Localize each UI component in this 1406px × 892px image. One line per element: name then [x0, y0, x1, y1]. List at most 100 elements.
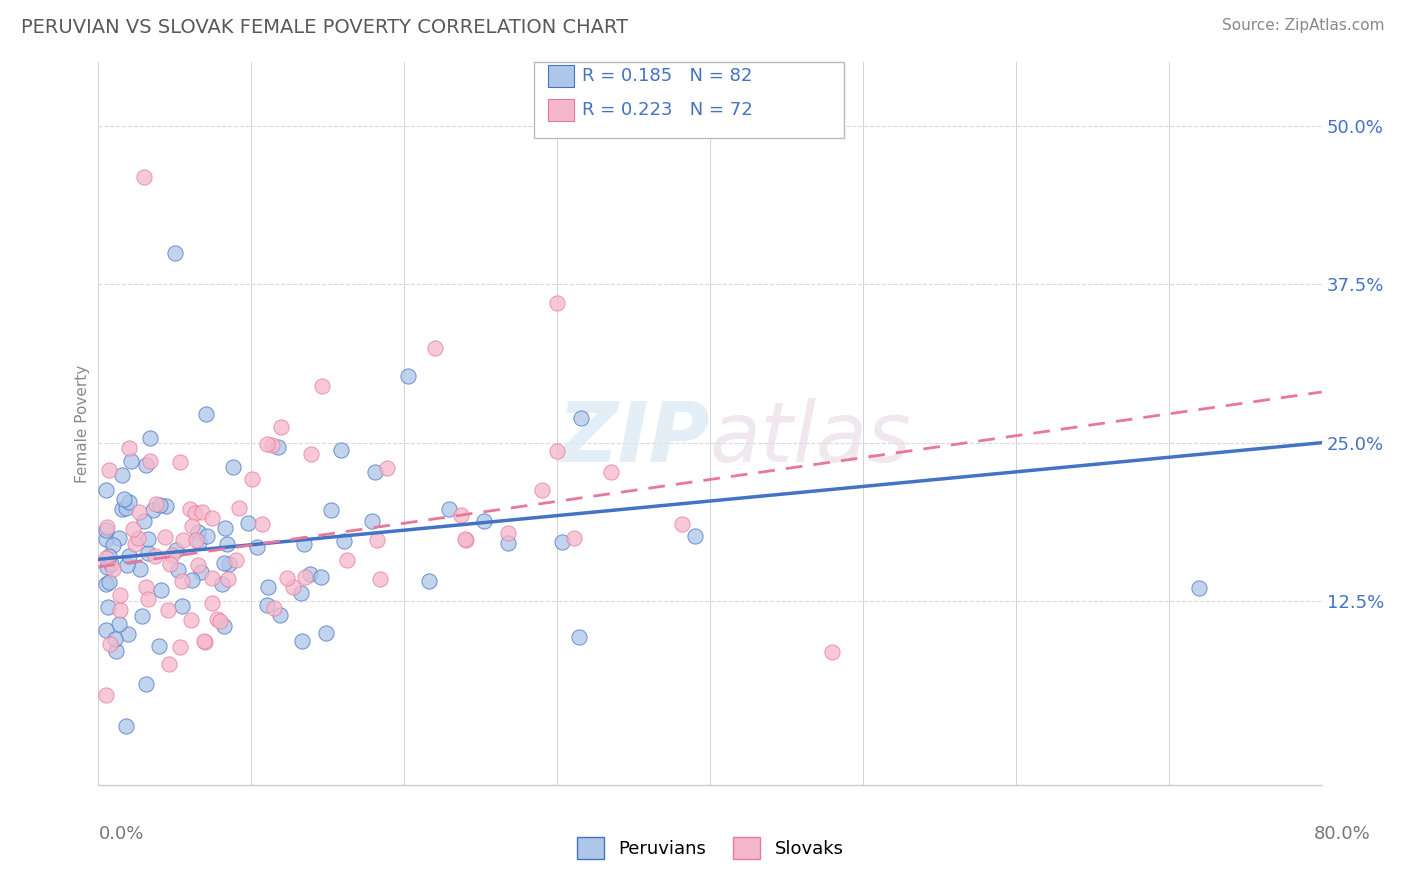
Point [155, 500, 177, 514]
Point [551, 534, 574, 549]
Point [236, 516, 259, 530]
Point [454, 532, 477, 546]
Point [194, 634, 217, 648]
Point [319, 503, 342, 517]
Point [115, 558, 138, 572]
Point [333, 533, 356, 548]
Point [531, 483, 554, 497]
Point [104, 632, 127, 647]
Point [311, 378, 333, 392]
Point [96, 519, 118, 533]
Point [167, 563, 190, 577]
Point [97, 599, 120, 614]
Point [172, 533, 194, 548]
Point [250, 516, 273, 531]
Point [118, 495, 141, 509]
Point [150, 582, 173, 597]
Point [201, 571, 224, 585]
Point [169, 640, 191, 655]
Point [120, 453, 142, 467]
Point [132, 515, 155, 529]
Point [276, 571, 298, 585]
Point [160, 548, 183, 562]
Point [187, 558, 209, 572]
Text: atlas: atlas [710, 398, 911, 479]
Y-axis label: Female Poverty: Female Poverty [75, 365, 90, 483]
Point [200, 511, 222, 525]
Text: R = 0.223   N = 72: R = 0.223 N = 72 [582, 101, 752, 119]
Point [94, 551, 117, 566]
Point [110, 603, 132, 617]
Point [290, 585, 312, 599]
Point [172, 599, 194, 613]
Point [330, 443, 353, 458]
Point [569, 410, 592, 425]
Point [135, 677, 157, 691]
Point [108, 616, 131, 631]
Point [118, 549, 141, 563]
Point [115, 719, 138, 733]
Point [423, 341, 446, 355]
Point [159, 557, 181, 571]
Point [105, 644, 128, 658]
Point [361, 515, 384, 529]
Point [299, 447, 322, 461]
Point [94, 533, 117, 547]
Point [294, 570, 316, 584]
Point [439, 502, 461, 516]
Point [187, 525, 209, 540]
Legend: Peruvians, Slovaks: Peruvians, Slovaks [576, 837, 844, 859]
Point [368, 572, 391, 586]
Point [98, 549, 121, 563]
Point [136, 591, 159, 606]
Point [292, 537, 315, 551]
Point [148, 499, 170, 513]
Point [212, 619, 235, 633]
Point [103, 561, 125, 575]
Point [135, 458, 157, 472]
Point [267, 440, 290, 454]
Point [127, 531, 149, 545]
Point [256, 436, 278, 450]
Point [118, 442, 141, 456]
Point [128, 562, 150, 576]
Point [269, 608, 291, 623]
Point [184, 506, 207, 520]
Point [496, 525, 519, 540]
Point [163, 245, 186, 260]
Point [148, 639, 170, 653]
Point [179, 502, 201, 516]
Point [181, 574, 204, 588]
Point [263, 601, 285, 615]
Point [138, 533, 160, 547]
Point [124, 537, 146, 551]
Point [299, 566, 322, 581]
Point [142, 503, 165, 517]
Point [195, 529, 218, 543]
Point [599, 465, 621, 479]
Point [256, 598, 278, 612]
Point [111, 502, 134, 516]
Point [568, 630, 591, 644]
Point [262, 438, 284, 452]
Point [336, 552, 359, 566]
Point [195, 407, 218, 421]
Point [131, 609, 153, 624]
Point [134, 169, 156, 184]
Point [98, 637, 121, 651]
Point [683, 529, 706, 543]
Text: ZIP: ZIP [557, 398, 710, 479]
Point [211, 577, 233, 591]
Text: PERUVIAN VS SLOVAK FEMALE POVERTY CORRELATION CHART: PERUVIAN VS SLOVAK FEMALE POVERTY CORREL… [21, 18, 628, 37]
Point [193, 633, 215, 648]
Point [291, 634, 314, 648]
Point [190, 565, 212, 579]
Point [188, 535, 211, 549]
Point [821, 645, 844, 659]
Point [454, 533, 477, 547]
Point [94, 623, 117, 637]
Point [139, 453, 162, 467]
Point [169, 455, 191, 469]
Point [157, 603, 180, 617]
Point [186, 533, 208, 547]
